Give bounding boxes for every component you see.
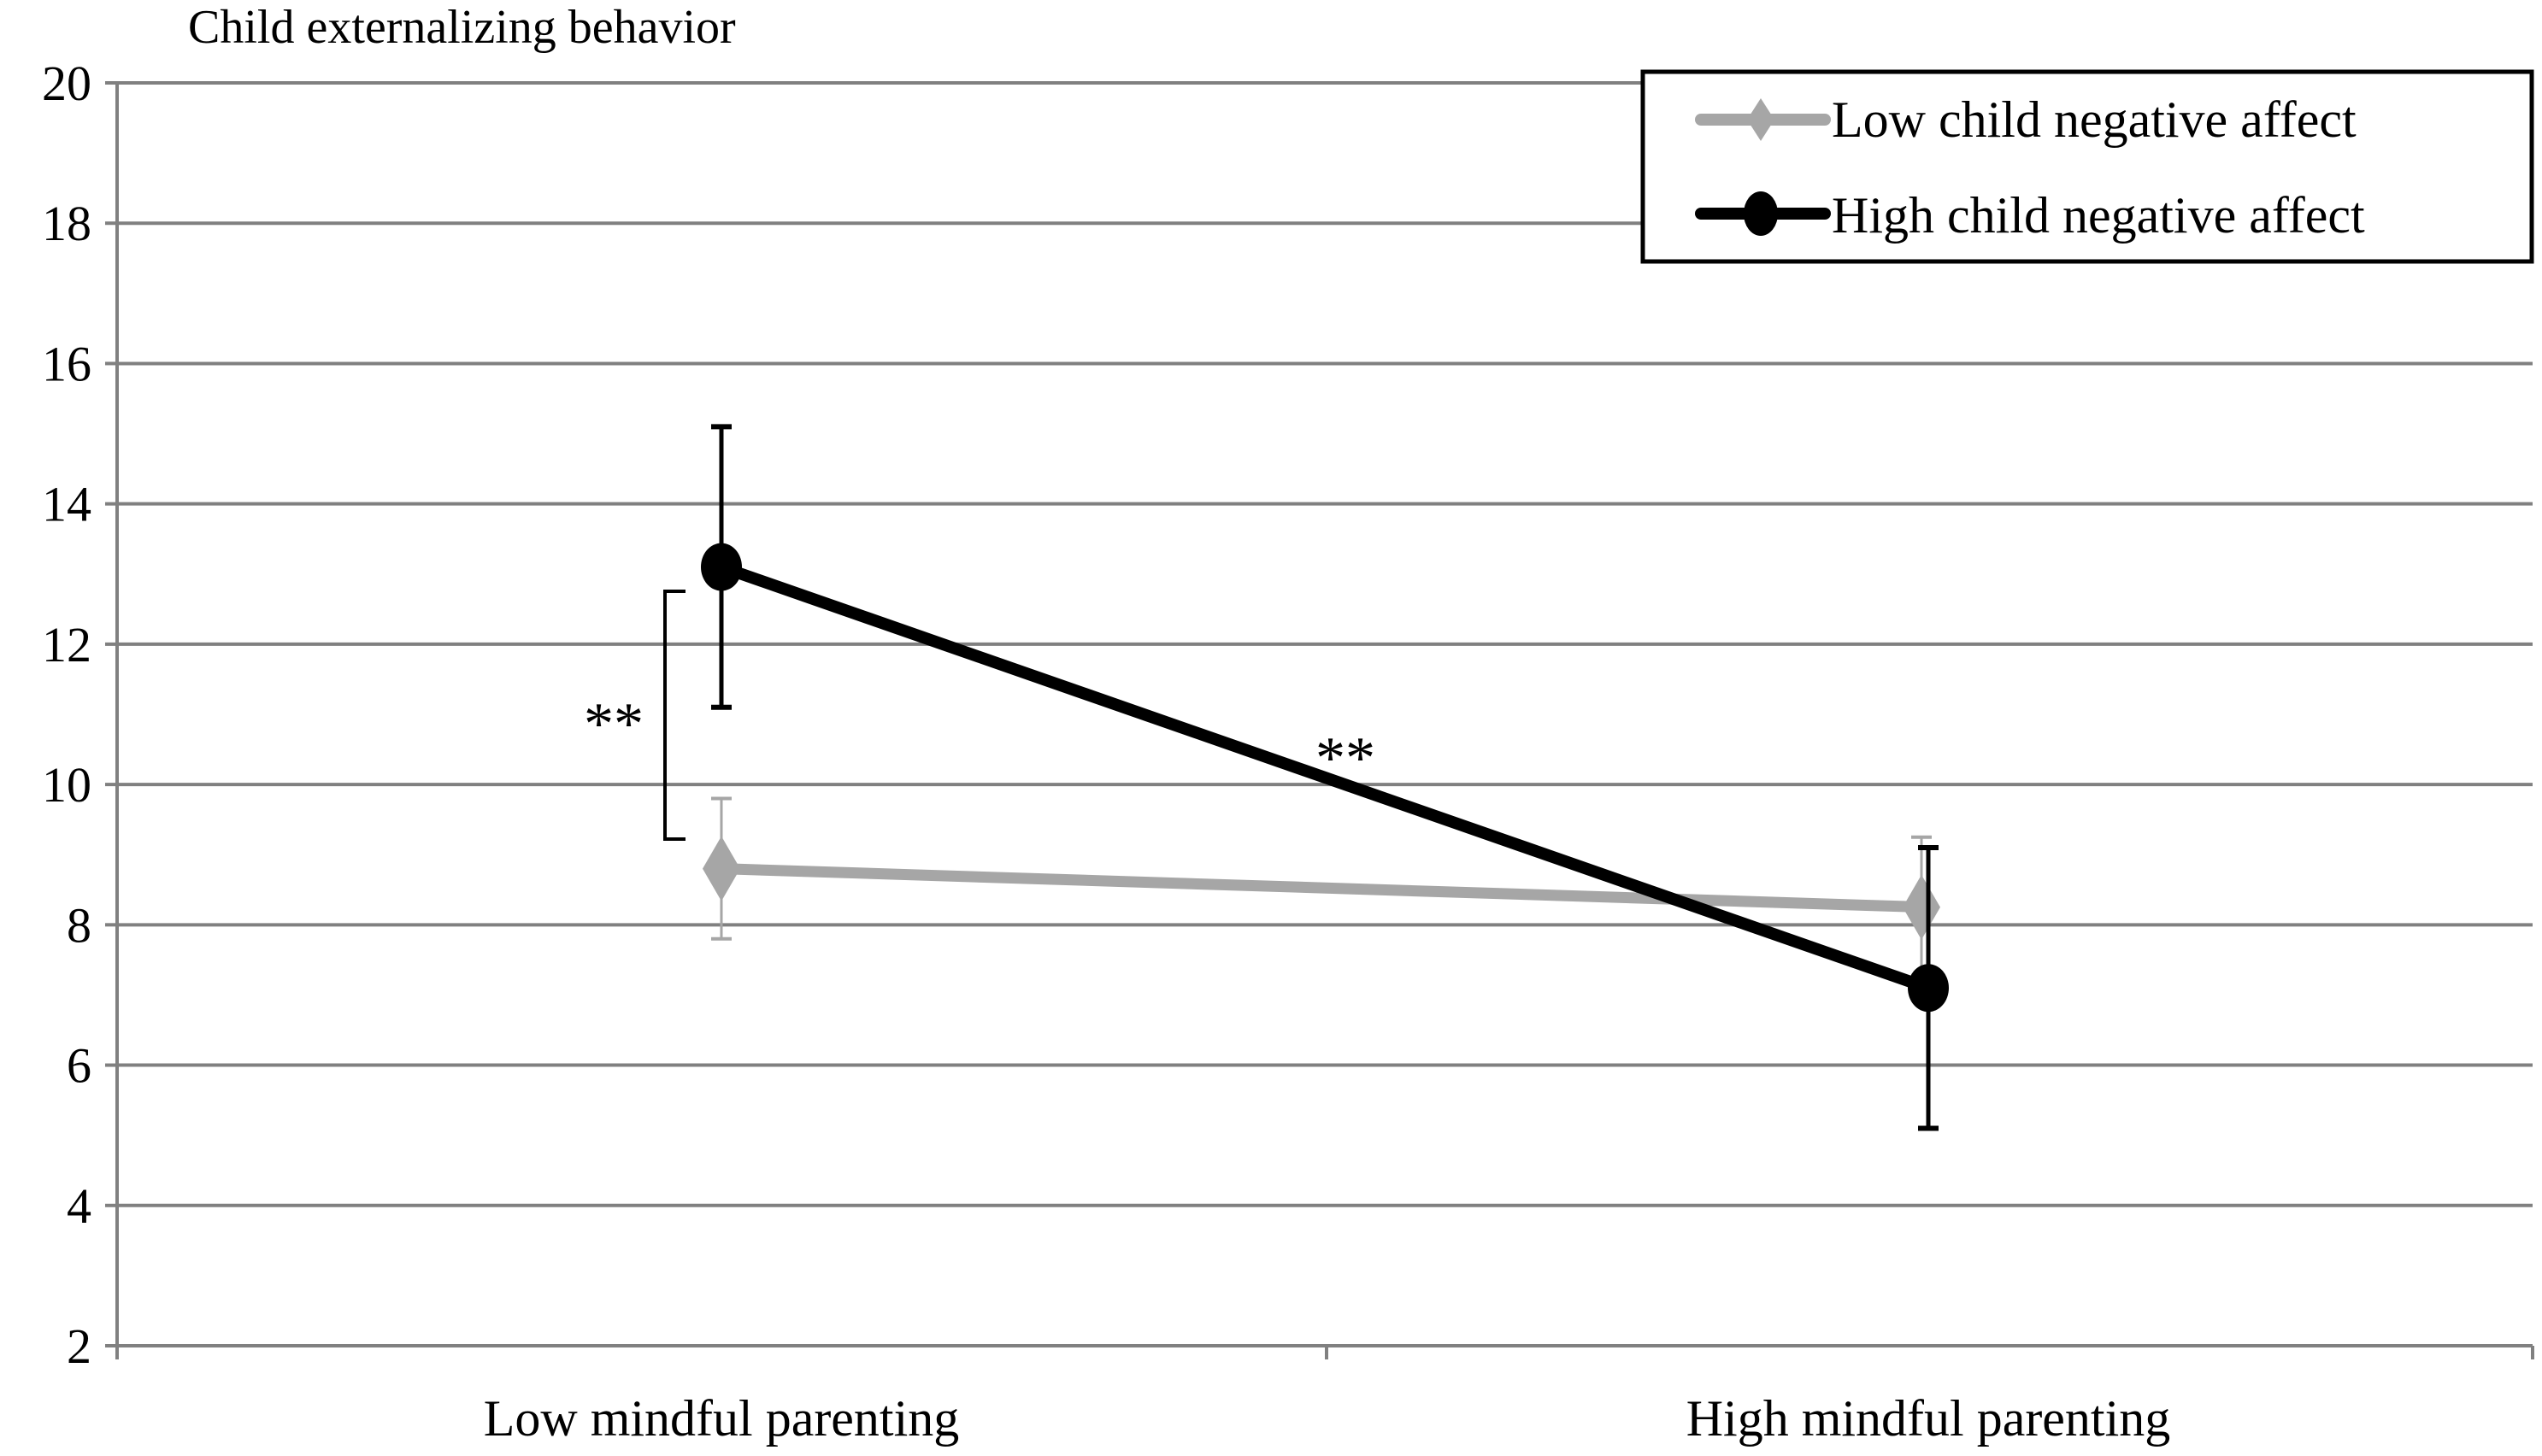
y-tick-label: 12 (42, 617, 91, 672)
y-tick-label: 6 (67, 1038, 91, 1094)
y-tick-label: 4 (67, 1178, 91, 1234)
data-point-diamond (703, 836, 740, 901)
y-tick-label: 10 (42, 757, 91, 813)
legend-diamond-icon (1747, 98, 1774, 141)
x-tick-label: Low mindful parenting (484, 1390, 960, 1447)
series-line (721, 863, 1929, 913)
series-high-child-negative-affect (701, 424, 1949, 1131)
legend: Low child negative affect High child neg… (1640, 69, 2534, 264)
y-tick-label: 18 (42, 196, 91, 251)
significance-annotations: ** ** (584, 590, 1375, 841)
significance-label: ** (584, 691, 644, 757)
legend-label: Low child negative affect (1832, 91, 2357, 148)
data-point-diamond (1903, 874, 1940, 940)
gridlines (117, 81, 2533, 1207)
series-low-child-negative-affect (703, 796, 1940, 979)
y-tick-label: 20 (42, 56, 91, 111)
y-tick-label: 2 (67, 1318, 91, 1374)
data-point-circle (1908, 964, 1949, 1013)
legend-circle-icon (1744, 191, 1778, 236)
significance-bracket (663, 590, 686, 841)
y-tick-label: 8 (67, 897, 91, 953)
y-tick-label: 16 (42, 336, 91, 391)
x-tick-label: High mindful parenting (1686, 1390, 2171, 1447)
data-point-circle (701, 543, 742, 591)
y-tick-label: 14 (42, 477, 91, 532)
y-tick-labels: 2 4 6 8 10 12 14 16 18 20 (42, 56, 91, 1374)
significance-label: ** (1315, 725, 1375, 791)
legend-label: High child negative affect (1832, 187, 2365, 244)
axes (105, 81, 2534, 1359)
series-line (719, 561, 1931, 994)
x-tick-labels: Low mindful parenting High mindful paren… (484, 1390, 2171, 1447)
series-layer (701, 424, 1949, 1131)
legend-box (1640, 69, 2534, 264)
chart-title: Child externalizing behavior (188, 1, 736, 54)
